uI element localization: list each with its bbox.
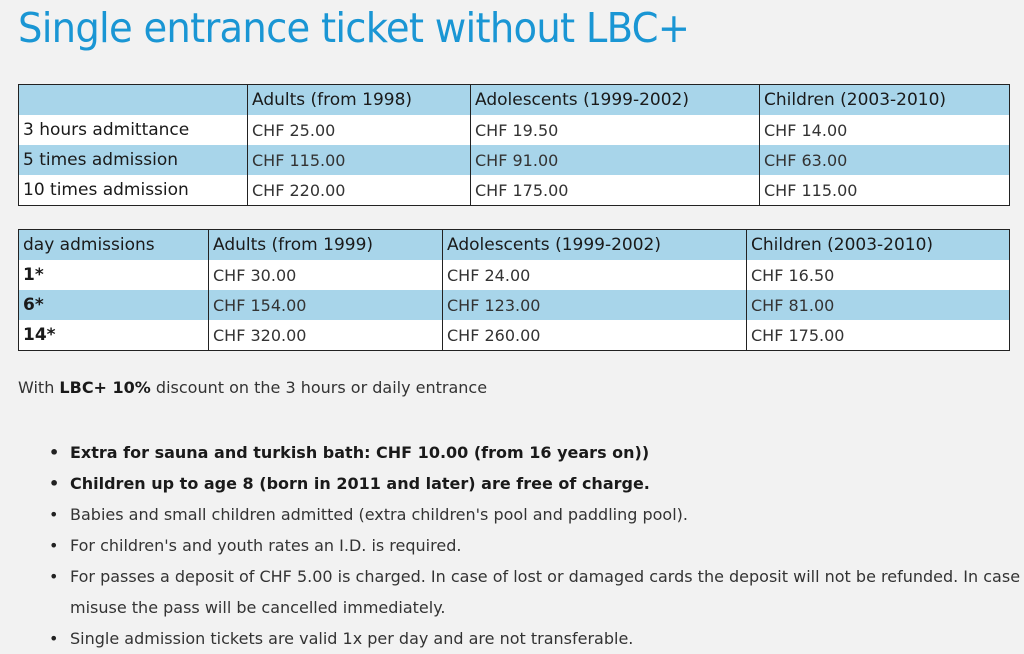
price-children: CHF 175.00	[746, 320, 1010, 351]
day-admission-price-table: day admissions Adults (from 1999) Adoles…	[18, 229, 1010, 351]
price-adolescents: CHF 123.00	[442, 290, 747, 320]
row-label: 6*	[18, 290, 209, 320]
list-item: • Extra for sauna and turkish bath: CHF 1…	[49, 437, 1024, 468]
price-children: CHF 14.00	[759, 115, 1010, 145]
list-item: • For children's and youth rates an I.D. …	[49, 530, 1024, 561]
price-adolescents: CHF 24.00	[442, 260, 747, 290]
table-row: 14* CHF 320.00 CHF 260.00 CHF 175.00	[18, 320, 1010, 351]
table-header-adolescents: Adolescents (1999-2002)	[470, 84, 760, 115]
price-adults: CHF 25.00	[247, 115, 471, 145]
discount-note-suffix: discount on the 3 hours or daily entranc…	[150, 378, 488, 397]
table-row: 3 hours admittance CHF 25.00 CHF 19.50 C…	[18, 115, 1010, 145]
list-item: • Babies and small children admitted (ext…	[49, 499, 1024, 530]
discount-note-prefix: With	[18, 378, 60, 397]
table-row: 10 times admission CHF 220.00 CHF 175.00…	[18, 175, 1010, 206]
table-header-row: Adults (from 1998) Adolescents (1999-200…	[18, 84, 1010, 115]
discount-highlight: LBC+ 10%	[59, 378, 151, 397]
bullet-icon: •	[49, 505, 59, 524]
table-row: 1* CHF 30.00 CHF 24.00 CHF 16.50	[18, 260, 1010, 290]
single-entrance-price-table: Adults (from 1998) Adolescents (1999-200…	[18, 84, 1010, 206]
price-adolescents: CHF 260.00	[442, 320, 747, 351]
table-row: 5 times admission CHF 115.00 CHF 91.00 C…	[18, 145, 1010, 175]
bullet-icon: •	[49, 474, 60, 493]
list-item-text: Children up to age 8 (born in 2011 and l…	[70, 474, 650, 493]
bullet-icon: •	[49, 443, 60, 462]
info-list: • Extra for sauna and turkish bath: CHF 1…	[18, 437, 1024, 654]
table-header-row: day admissions Adults (from 1999) Adoles…	[18, 229, 1010, 260]
price-adolescents: CHF 19.50	[470, 115, 760, 145]
price-adults: CHF 30.00	[208, 260, 443, 290]
list-item: • Children up to age 8 (born in 2011 and …	[49, 468, 1024, 499]
price-adolescents: CHF 175.00	[470, 175, 760, 206]
discount-note: With LBC+ 10% discount on the 3 hours or…	[18, 378, 487, 397]
row-label: 14*	[18, 320, 209, 351]
table-header-adults: Adults (from 1999)	[208, 229, 443, 260]
table-header-children: Children (2003-2010)	[759, 84, 1010, 115]
table-header-adults: Adults (from 1998)	[247, 84, 471, 115]
price-adults: CHF 115.00	[247, 145, 471, 175]
row-label: 10 times admission	[18, 175, 248, 206]
price-adolescents: CHF 91.00	[470, 145, 760, 175]
price-children: CHF 81.00	[746, 290, 1010, 320]
page-title: Single entrance ticket without LBC+	[18, 4, 690, 52]
row-label: 5 times admission	[18, 145, 248, 175]
price-adults: CHF 154.00	[208, 290, 443, 320]
row-label: 3 hours admittance	[18, 115, 248, 145]
bullet-icon: •	[49, 536, 59, 555]
list-item: • For passes a deposit of CHF 5.00 is cha…	[49, 561, 1024, 623]
list-item-text: For children's and youth rates an I.D. i…	[70, 536, 462, 555]
table-header-adolescents: Adolescents (1999-2002)	[442, 229, 747, 260]
table-header-day-admissions: day admissions	[18, 229, 209, 260]
list-item: • Single admission tickets are valid 1x p…	[49, 623, 1024, 654]
bullet-icon: •	[49, 567, 59, 586]
price-children: CHF 63.00	[759, 145, 1010, 175]
list-item-text: Extra for sauna and turkish bath: CHF 10…	[70, 443, 650, 462]
price-adults: CHF 320.00	[208, 320, 443, 351]
price-adults: CHF 220.00	[247, 175, 471, 206]
list-item-text: Babies and small children admitted (extr…	[70, 505, 688, 524]
bullet-icon: •	[49, 629, 59, 648]
table-row: 6* CHF 154.00 CHF 123.00 CHF 81.00	[18, 290, 1010, 320]
table-header-children: Children (2003-2010)	[746, 229, 1010, 260]
list-item-text: For passes a deposit of CHF 5.00 is char…	[70, 567, 1024, 617]
table-header-cell	[18, 84, 248, 115]
price-children: CHF 16.50	[746, 260, 1010, 290]
row-label: 1*	[18, 260, 209, 290]
list-item-text: Single admission tickets are valid 1x pe…	[70, 629, 634, 648]
price-children: CHF 115.00	[759, 175, 1010, 206]
